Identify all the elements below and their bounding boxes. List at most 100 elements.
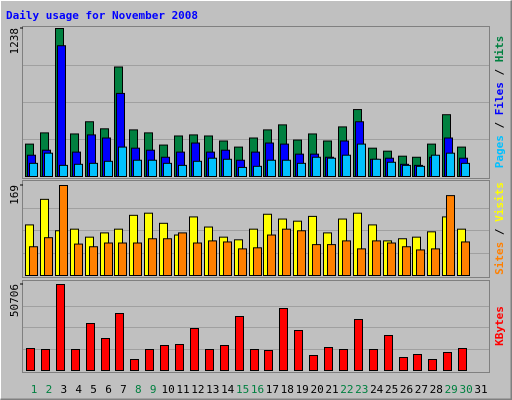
bar — [163, 238, 172, 277]
bar — [461, 162, 470, 178]
bar — [148, 238, 157, 277]
legend-entry: KBytes — [493, 306, 506, 346]
x-tick-label: 10 — [161, 383, 174, 396]
bar — [235, 316, 244, 371]
bar — [118, 242, 127, 276]
x-tick-label: 9 — [150, 383, 157, 396]
bar — [461, 241, 470, 277]
bar — [354, 318, 363, 371]
bar — [416, 249, 425, 276]
bar — [56, 284, 65, 371]
bar — [402, 246, 411, 276]
bar — [253, 247, 262, 277]
x-tick-label: 31 — [474, 383, 487, 396]
bar — [86, 323, 95, 371]
bar — [223, 241, 232, 277]
x-tick-label: 7 — [120, 383, 127, 396]
x-tick-label: 21 — [325, 383, 338, 396]
y-tick-label: 50706 — [8, 284, 21, 317]
bar — [41, 348, 50, 371]
bar — [402, 164, 411, 177]
bar — [369, 348, 378, 371]
x-tick-label: 13 — [206, 383, 219, 396]
bar — [133, 242, 142, 276]
bar — [89, 162, 98, 178]
bar — [327, 244, 336, 276]
bar — [264, 350, 273, 371]
bar — [208, 157, 217, 178]
x-tick-label: 28 — [430, 383, 443, 396]
bar — [148, 159, 157, 177]
legend-entry: Pages — [493, 135, 506, 168]
bar — [458, 348, 467, 372]
bar — [223, 158, 232, 178]
bar — [193, 160, 202, 177]
bar — [133, 159, 142, 177]
bar — [205, 348, 214, 371]
bar — [387, 242, 396, 276]
bar — [357, 143, 366, 177]
bar — [372, 240, 381, 276]
bar — [29, 162, 38, 178]
bar — [342, 240, 351, 276]
x-tick-label: 18 — [281, 383, 294, 396]
legend: KBytes — [493, 306, 506, 346]
x-tick-label: 5 — [90, 383, 97, 396]
bar — [59, 185, 68, 276]
bar — [384, 335, 393, 371]
x-tick-label: 8 — [135, 383, 142, 396]
x-tick-label: 22 — [340, 383, 353, 396]
x-tick-label: 2 — [46, 383, 53, 396]
bar — [446, 195, 455, 277]
bar — [312, 244, 321, 276]
bar — [178, 164, 187, 177]
bar — [342, 154, 351, 178]
bar — [178, 232, 187, 277]
bar — [115, 313, 124, 372]
bar — [339, 348, 348, 371]
legend-entry: Visits — [493, 182, 506, 222]
bar — [372, 158, 381, 178]
x-tick-label: 4 — [75, 383, 82, 396]
x-tick-label: 25 — [385, 383, 398, 396]
bar — [297, 162, 306, 178]
x-tick-label: 20 — [310, 383, 323, 396]
bar — [29, 246, 38, 276]
bar — [44, 237, 53, 276]
bar — [250, 348, 259, 371]
bar — [413, 353, 422, 372]
bar — [431, 248, 440, 277]
bar — [71, 348, 80, 371]
bar — [324, 346, 333, 372]
x-tick-label: 15 — [236, 383, 249, 396]
bar — [74, 243, 83, 276]
bar — [57, 45, 66, 178]
bar — [297, 230, 306, 276]
bar — [118, 146, 127, 178]
chart-title: Daily usage for November 2008 — [6, 9, 198, 22]
bar — [267, 234, 276, 276]
bar — [428, 358, 437, 372]
x-tick-label: 11 — [176, 383, 189, 396]
bar — [89, 246, 98, 276]
bar — [190, 328, 199, 371]
bar — [130, 358, 139, 372]
bar — [312, 156, 321, 177]
bar — [431, 154, 440, 178]
y-tick-label: 1238 — [8, 28, 21, 55]
bar — [446, 152, 455, 177]
bar — [267, 159, 276, 177]
x-tick-label: 26 — [400, 383, 413, 396]
x-tick-label: 12 — [191, 383, 204, 396]
x-tick-label: 16 — [251, 383, 264, 396]
bar — [443, 351, 452, 372]
bar — [309, 355, 318, 372]
x-tick-label: 1 — [31, 383, 38, 396]
x-tick-label: 14 — [221, 383, 235, 396]
bar — [279, 308, 288, 371]
y-tick-label: 169 — [8, 185, 21, 205]
bar — [387, 161, 396, 178]
bar — [282, 159, 291, 177]
